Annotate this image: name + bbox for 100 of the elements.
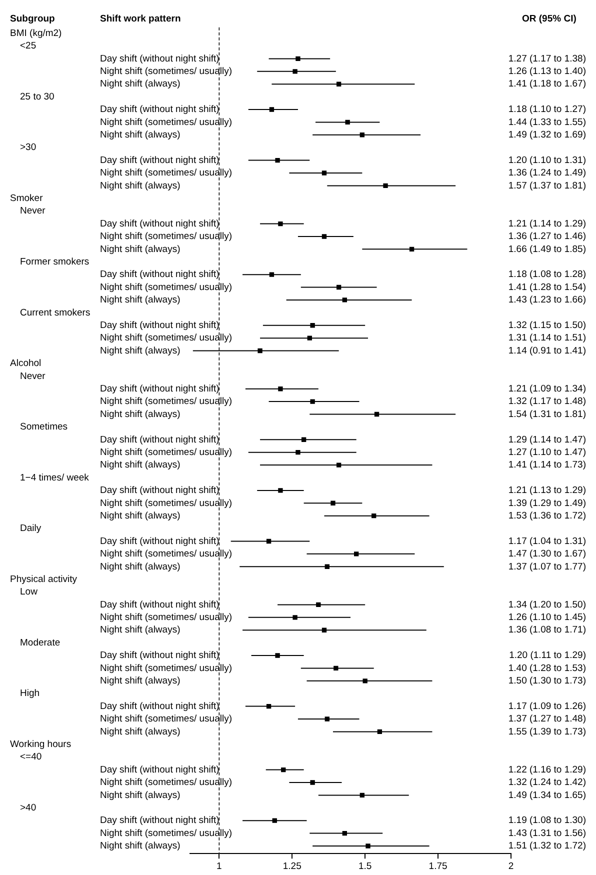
point xyxy=(310,780,315,785)
y-tick-label: Night shift (sometimes/ usually) xyxy=(100,612,232,624)
text: Smoker xyxy=(10,193,43,204)
data-label: 1.36 (1.08 to 1.71) xyxy=(508,624,586,636)
y-tick-label: Night shift (sometimes/ usually) xyxy=(100,66,232,78)
data-label: 1.49 (1.34 to 1.65) xyxy=(508,790,586,801)
point xyxy=(278,386,283,392)
y-tick-label: Night shift (always) xyxy=(100,676,180,687)
point xyxy=(322,628,327,632)
data-label: 1.44 (1.33 to 1.55) xyxy=(508,116,586,128)
y-tick-label: Night shift (sometimes/ usually) xyxy=(100,828,232,839)
y-tick-label: Night shift (sometimes/ usually) xyxy=(100,282,232,293)
data-label: 1.37 (1.27 to 1.48) xyxy=(508,714,586,725)
point xyxy=(324,716,330,722)
y-tick-label: Day shift (without night shift) xyxy=(100,269,220,280)
point xyxy=(342,298,347,302)
text: Never xyxy=(20,206,46,217)
data-label: 1.37 (1.07 to 1.77) xyxy=(508,561,586,572)
point xyxy=(272,818,277,823)
point xyxy=(383,183,388,188)
y-tick-label: Night shift (sometimes/ usually) xyxy=(100,498,232,509)
y-tick-label: Night shift (always) xyxy=(100,294,180,306)
point xyxy=(301,437,306,442)
point xyxy=(296,56,300,62)
text: Alcohol xyxy=(10,358,42,370)
y-tick-label: Night shift (sometimes/ usually) xyxy=(100,446,232,458)
y-tick-label: Night shift (always) xyxy=(100,130,180,141)
y-tick-label: Day shift (without night shift) xyxy=(100,434,220,446)
text: <25 xyxy=(20,40,36,52)
text: Physical activity xyxy=(10,574,78,585)
text: <=40 xyxy=(20,752,42,763)
data-label: 1.21 (1.09 to 1.34) xyxy=(508,383,586,394)
y-tick-label: Day shift (without night shift) xyxy=(100,650,220,662)
y-tick-label: Night shift (always) xyxy=(100,726,180,738)
point xyxy=(324,564,330,569)
point xyxy=(281,767,286,772)
data-label: 1.53 (1.36 to 1.72) xyxy=(508,510,586,522)
point xyxy=(310,323,315,328)
text: >40 xyxy=(20,802,36,814)
data-label: 1.18 (1.08 to 1.28) xyxy=(508,269,586,280)
text: 1−4 times/ week xyxy=(20,472,90,484)
point xyxy=(310,399,315,404)
point xyxy=(316,602,321,608)
point xyxy=(322,170,327,176)
y-tick-label: Day shift (without night shift) xyxy=(100,536,220,547)
data-label: 1.51 (1.32 to 1.72) xyxy=(508,840,586,852)
y-tick-label: Night shift (always) xyxy=(100,180,180,192)
text: BMI (kg/m2) xyxy=(10,28,62,39)
point xyxy=(292,615,298,620)
data-label: 1.21 (1.14 to 1.29) xyxy=(508,218,586,230)
x-tick-label: 1.5 xyxy=(358,860,372,872)
data-label: 1.18 (1.10 to 1.27) xyxy=(508,104,586,116)
y-tick-label: Night shift (always) xyxy=(100,345,180,356)
text: >30 xyxy=(20,142,36,154)
y-tick-label: Night shift (sometimes/ usually) xyxy=(100,168,232,179)
text: Former smokers xyxy=(20,256,90,268)
text: Current smokers xyxy=(20,307,90,318)
point xyxy=(296,450,300,455)
data-label: 1.34 (1.20 to 1.50) xyxy=(508,599,586,610)
data-label: 1.43 (1.23 to 1.66) xyxy=(508,294,586,306)
text: Never xyxy=(20,370,46,382)
data-label: 1.17 (1.04 to 1.31) xyxy=(508,536,586,547)
y-tick-label: Night shift (always) xyxy=(100,460,180,471)
data-label: 1.49 (1.32 to 1.69) xyxy=(508,130,586,141)
data-label: 1.20 (1.11 to 1.29) xyxy=(509,650,586,662)
point xyxy=(258,348,262,354)
x-tick-label: 1 xyxy=(216,860,222,872)
data-label: 1.31 (1.14 to 1.51) xyxy=(508,332,586,344)
y-tick-label: Day shift (without night shift) xyxy=(100,485,220,496)
y-tick-label: Night shift (sometimes/ usually) xyxy=(100,777,232,788)
point xyxy=(362,678,368,684)
text: 25 to 30 xyxy=(20,91,54,102)
data-label: 1.40 (1.28 to 1.53) xyxy=(508,662,586,674)
y-tick-label: Day shift (without night shift) xyxy=(100,320,220,331)
y-tick-label: Day shift (without night shift) xyxy=(100,815,220,826)
point xyxy=(334,666,338,671)
data-label: 1.54 (1.31 to 1.81) xyxy=(508,408,586,420)
data-label: 1.43 (1.31 to 1.56) xyxy=(508,828,586,839)
x-tick-label: 2 xyxy=(508,860,514,872)
data-label: 1.32 (1.24 to 1.42) xyxy=(508,777,586,788)
data-label: 1.27 (1.17 to 1.38) xyxy=(508,53,586,64)
text: Sometimes xyxy=(20,422,68,433)
point xyxy=(322,234,327,239)
y-tick-label: Night shift (sometimes/ usually) xyxy=(100,231,232,242)
point xyxy=(336,284,342,290)
y-tick-label: Night shift (always) xyxy=(100,408,180,420)
y-tick-label: Night shift (always) xyxy=(100,78,180,90)
y-tick-label: Day shift (without night shift) xyxy=(100,383,220,394)
point xyxy=(342,830,347,836)
data-label: 1.57 (1.37 to 1.81) xyxy=(508,180,586,192)
point xyxy=(360,132,365,138)
point xyxy=(360,792,365,798)
y-tick-label: Day shift (without night shift) xyxy=(100,764,220,776)
y-tick-label: Day shift (without night shift) xyxy=(100,218,220,230)
text: Shift work pattern xyxy=(100,13,181,24)
y-tick-label: Night shift (sometimes/ usually) xyxy=(100,714,232,725)
point xyxy=(374,412,380,417)
y-tick-label: Night shift (sometimes/ usually) xyxy=(100,662,232,674)
data-label: 1.36 (1.24 to 1.49) xyxy=(508,168,586,179)
x-tick-label: 1.75 xyxy=(428,860,448,872)
